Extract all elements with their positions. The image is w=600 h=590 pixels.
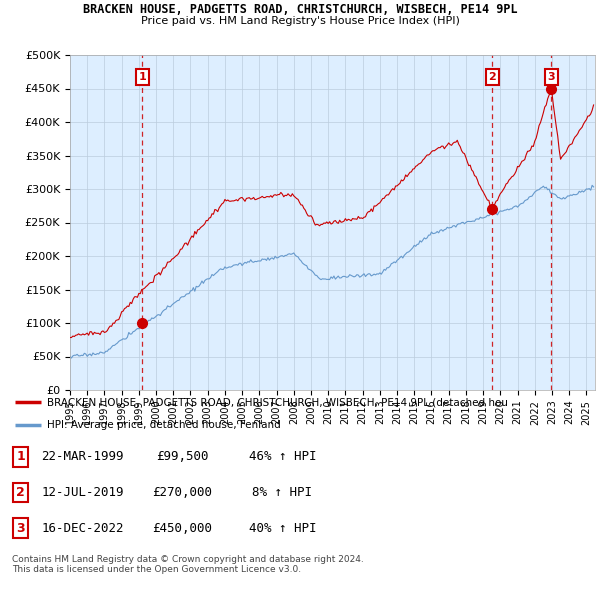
Text: BRACKEN HOUSE, PADGETTS ROAD, CHRISTCHURCH, WISBECH, PE14 9PL: BRACKEN HOUSE, PADGETTS ROAD, CHRISTCHUR… (83, 3, 517, 16)
Text: 40% ↑ HPI: 40% ↑ HPI (248, 522, 316, 535)
Text: £450,000: £450,000 (152, 522, 212, 535)
Text: £99,500: £99,500 (156, 451, 209, 464)
Text: 16-DEC-2022: 16-DEC-2022 (41, 522, 124, 535)
Text: 12-JUL-2019: 12-JUL-2019 (41, 486, 124, 499)
Text: BRACKEN HOUSE, PADGETTS ROAD, CHRISTCHURCH, WISBECH, PE14 9PL (detached hou: BRACKEN HOUSE, PADGETTS ROAD, CHRISTCHUR… (47, 397, 508, 407)
Text: This data is licensed under the Open Government Licence v3.0.: This data is licensed under the Open Gov… (12, 565, 301, 574)
Text: Contains HM Land Registry data © Crown copyright and database right 2024.: Contains HM Land Registry data © Crown c… (12, 555, 364, 563)
Text: HPI: Average price, detached house, Fenland: HPI: Average price, detached house, Fenl… (47, 419, 281, 430)
Text: £270,000: £270,000 (152, 486, 212, 499)
Text: 2: 2 (16, 486, 25, 499)
Text: 1: 1 (16, 451, 25, 464)
Text: Price paid vs. HM Land Registry's House Price Index (HPI): Price paid vs. HM Land Registry's House … (140, 16, 460, 26)
Text: 3: 3 (16, 522, 25, 535)
Text: 22-MAR-1999: 22-MAR-1999 (41, 451, 124, 464)
Text: 1: 1 (139, 72, 146, 82)
Text: 8% ↑ HPI: 8% ↑ HPI (253, 486, 313, 499)
Text: 2: 2 (488, 72, 496, 82)
Text: 46% ↑ HPI: 46% ↑ HPI (248, 451, 316, 464)
Text: 3: 3 (547, 72, 555, 82)
